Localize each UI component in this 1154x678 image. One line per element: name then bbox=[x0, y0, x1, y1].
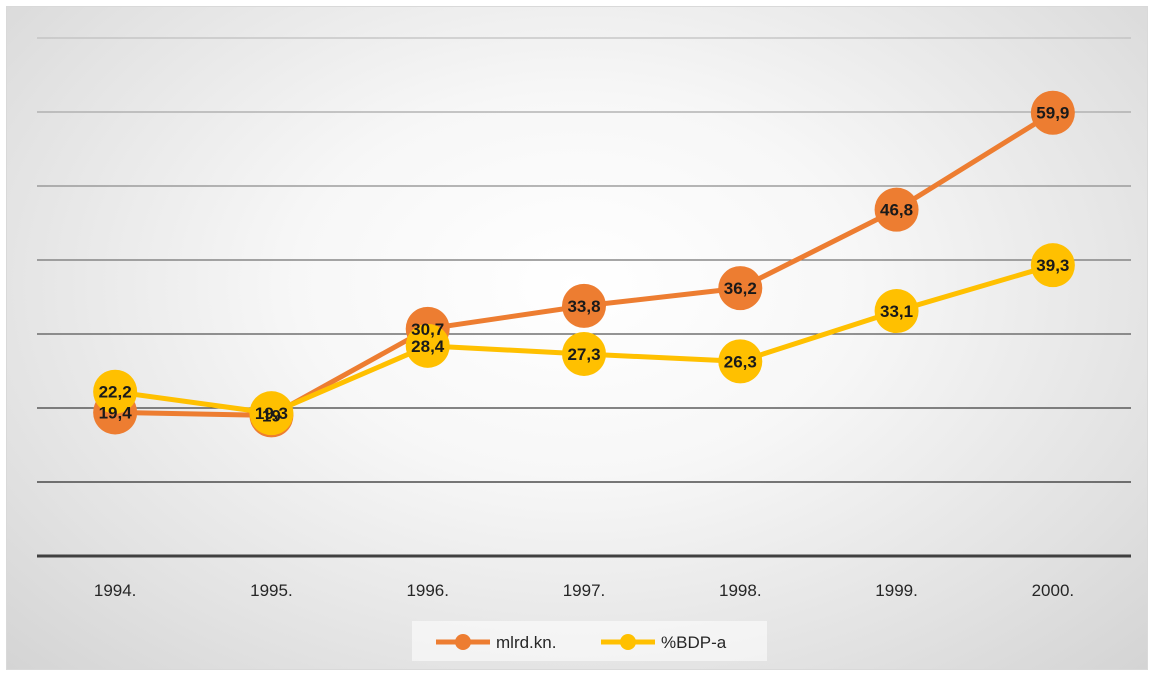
data-label: 33,8 bbox=[567, 297, 600, 316]
legend-label: mlrd.kn. bbox=[496, 633, 556, 652]
data-point bbox=[1030, 90, 1075, 135]
legend-label: %BDP-a bbox=[661, 633, 727, 652]
data-label: 19 bbox=[262, 406, 281, 425]
x-tick-label: 1997. bbox=[563, 581, 606, 600]
x-tick-label: 1998. bbox=[719, 581, 762, 600]
series-mlrd-kn bbox=[93, 90, 1075, 438]
data-label: 36,2 bbox=[724, 279, 757, 298]
legend-swatch-marker bbox=[620, 634, 636, 650]
data-point bbox=[874, 187, 919, 232]
data-point bbox=[718, 339, 763, 384]
legend-item: mlrd.kn. bbox=[436, 633, 556, 652]
legend-swatch-marker bbox=[455, 634, 471, 650]
data-point bbox=[93, 369, 138, 414]
data-label: 46,8 bbox=[880, 201, 913, 220]
x-tick-label: 1996. bbox=[406, 581, 449, 600]
data-point bbox=[562, 331, 606, 376]
legend: mlrd.kn. %BDP-a bbox=[412, 621, 767, 661]
data-label: 33,1 bbox=[880, 302, 913, 321]
data-label: 22,2 bbox=[99, 383, 132, 402]
series-bdp bbox=[93, 243, 1075, 436]
x-tick-label: 1995. bbox=[250, 581, 293, 600]
legend-item: %BDP-a bbox=[601, 633, 727, 652]
data-label: 26,3 bbox=[724, 352, 757, 371]
data-point bbox=[405, 323, 450, 368]
data-point bbox=[874, 289, 919, 334]
data-labels: 19,4 19 30,7 33,8 36,2 46,8 59,9 22,2 19,3 28,4 27… bbox=[99, 104, 1070, 426]
data-point bbox=[718, 266, 763, 311]
data-label: 27,3 bbox=[567, 345, 600, 364]
data-point bbox=[249, 391, 294, 436]
data-label: 39,3 bbox=[1036, 256, 1069, 275]
data-label: 19,4 bbox=[99, 403, 133, 422]
data-label: 19,3 bbox=[255, 404, 288, 423]
data-point bbox=[1030, 243, 1075, 288]
data-label: 59,9 bbox=[1036, 104, 1069, 123]
data-label: 28,4 bbox=[411, 337, 445, 356]
x-tick-label: 1999. bbox=[875, 581, 918, 600]
series-lines bbox=[93, 90, 1075, 438]
x-tick-label: 2000. bbox=[1032, 581, 1075, 600]
x-tick-label: 1994. bbox=[94, 581, 137, 600]
data-point bbox=[562, 283, 606, 328]
data-label: 30,7 bbox=[411, 320, 444, 339]
x-axis: 1994. 1995. 1996. 1997. 1998. 1999. 2000. bbox=[94, 581, 1074, 600]
gridlines bbox=[37, 37, 1131, 558]
